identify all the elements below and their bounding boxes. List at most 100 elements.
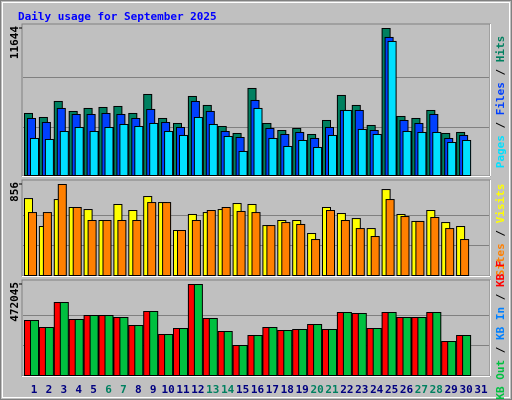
bar [298, 328, 308, 376]
bar [117, 220, 127, 276]
bar [30, 319, 39, 377]
x-tick-label: 4 [75, 383, 82, 396]
bar [417, 316, 427, 376]
bar [326, 210, 335, 276]
legend-entry: Visits [494, 184, 507, 224]
chart-title: Daily usage for September 2025 [18, 10, 217, 23]
legend: Pages / Files / Hits [494, 36, 507, 169]
bar [30, 137, 39, 177]
x-tick-label: 13 [206, 383, 219, 396]
legend-entry: KB F [494, 260, 507, 287]
bar [238, 150, 248, 176]
x-tick-label: 15 [236, 383, 249, 396]
y-tick-label: 11644 [8, 26, 21, 59]
bar [177, 230, 186, 276]
x-tick-label: 20 [310, 383, 323, 396]
bar [28, 212, 37, 277]
legend-separator: / [494, 287, 507, 307]
bar [164, 130, 174, 177]
bar [59, 130, 69, 177]
bar [89, 130, 99, 177]
legend-entry: Pages [494, 135, 507, 168]
bar [447, 141, 457, 176]
bar [206, 210, 216, 276]
bar [208, 317, 218, 377]
bar [385, 199, 395, 276]
legend-separator: / [494, 115, 507, 135]
x-tick-label: 29 [445, 383, 458, 396]
bar [147, 202, 157, 276]
x-tick-label: 28 [430, 383, 443, 396]
x-tick-label: 30 [459, 383, 472, 396]
bar [104, 314, 114, 376]
bar [355, 228, 365, 276]
bar [179, 327, 188, 377]
x-tick-label: 17 [266, 383, 279, 396]
bar [313, 323, 323, 377]
bar [149, 122, 159, 176]
bar [432, 131, 442, 176]
legend-entry: KB In [494, 307, 507, 340]
legend-entry: Files [494, 82, 507, 115]
x-tick-label: 3 [60, 383, 67, 396]
bar [445, 228, 455, 276]
bar [402, 316, 412, 376]
x-tick-label: 1 [31, 383, 38, 396]
bar [193, 284, 203, 376]
bar [102, 220, 112, 276]
x-tick-label: 10 [161, 383, 174, 396]
x-tick-label: 31 [474, 383, 488, 396]
bar [283, 145, 293, 176]
bar [283, 329, 293, 377]
bar [417, 131, 427, 176]
x-tick-label: 23 [355, 383, 368, 396]
x-tick-label: 22 [340, 383, 353, 396]
bar [74, 318, 84, 376]
bar [387, 311, 397, 377]
bar [221, 207, 231, 276]
bar [372, 327, 382, 377]
legend-entry: KB Out [494, 360, 507, 400]
bar [328, 328, 337, 376]
bar [328, 134, 337, 176]
bar [42, 212, 52, 277]
y-tick-label: 856 [8, 182, 21, 202]
bar [268, 137, 278, 177]
bar [57, 184, 67, 276]
bar [132, 220, 142, 276]
bar [134, 125, 144, 176]
bar [296, 223, 306, 276]
legend-entry: Sites [494, 243, 507, 276]
bar [44, 138, 54, 176]
bar [44, 326, 54, 376]
bar [281, 222, 291, 276]
bar [342, 109, 352, 176]
x-tick-label: 6 [105, 383, 112, 396]
bar [462, 139, 472, 176]
bar [462, 334, 472, 376]
x-tick-label: 2 [46, 383, 53, 396]
x-tick-label: 16 [251, 383, 265, 396]
x-tick-label: 21 [325, 383, 339, 396]
bar [415, 220, 425, 277]
bar [74, 126, 84, 176]
y-tick-label: 472045 [8, 282, 21, 322]
x-tick-label: 11 [176, 383, 190, 396]
bar [268, 326, 278, 376]
x-tick-label: 24 [370, 383, 384, 396]
bar [238, 344, 248, 377]
x-tick-label: 8 [135, 383, 142, 396]
bar [357, 312, 367, 376]
bar [162, 202, 172, 276]
bar [89, 314, 99, 376]
bar [223, 330, 233, 376]
bar [149, 310, 159, 376]
bar [134, 324, 144, 376]
bar [59, 301, 69, 376]
legend: Sites / Visits [494, 184, 507, 277]
bar [179, 134, 188, 176]
bar [402, 130, 412, 177]
x-tick-label: 9 [150, 383, 157, 396]
